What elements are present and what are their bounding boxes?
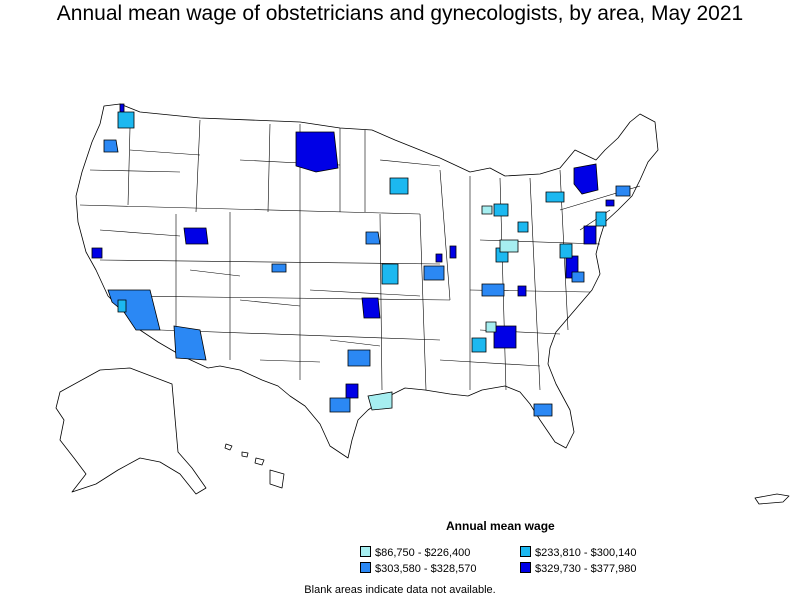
legend-item-1: $86,750 - $226,400 [360,546,470,559]
area-kentucky-tennessee [481,283,505,297]
area-missouri [423,265,445,281]
legend-item-3: $303,580 - $328,570 [360,562,477,575]
puerto-rico-outline [754,493,790,505]
area-kentucky [499,239,519,253]
legend-swatch-3 [360,562,371,573]
area-pennsylvania [545,191,565,203]
area-kansas [381,263,399,285]
area-new-york-city [595,211,607,227]
area-arizona [173,325,207,361]
legend-label-4: $329,730 - $377,980 [535,563,637,575]
area-alabama [471,337,487,353]
legend-label-2: $233,810 - $300,140 [535,547,637,559]
legend-label-1: $86,750 - $226,400 [375,547,471,559]
area-oregon-coast [119,103,125,113]
area-new-jersey [583,225,597,245]
area-wyoming-utah [183,227,209,245]
area-borders [79,119,641,391]
continental-us-outline [75,103,659,459]
area-indiana [435,253,443,263]
area-california-north [91,247,103,259]
alaska-outline [55,367,207,495]
area-oregon [103,139,119,153]
area-minnesota [389,177,409,195]
hawaii-island-3 [254,457,265,466]
area-iowa [365,231,381,245]
area-gulf-coast-texas [367,391,393,411]
legend-title: Annual mean wage [446,519,555,533]
area-california-coast [117,299,127,313]
legend-swatch-2 [520,546,531,557]
area-massachusetts [605,199,615,207]
area-illinois [449,245,457,259]
area-ohio [517,221,529,233]
area-texas-south [329,397,351,413]
footnote: Blank areas indicate data not available. [304,584,496,596]
area-south-carolina [517,285,527,297]
legend-swatch-1 [360,546,371,557]
area-virginia [571,271,585,283]
map-title: Annual mean wage of obstetricians and gy… [56,2,744,25]
area-west-virginia [559,243,573,259]
area-north-dakota-east [295,131,339,173]
area-arkansas [361,297,381,319]
area-washington [117,111,135,129]
area-georgia [493,325,517,349]
hawaii-island-4 [269,469,285,489]
hawaii-island-2 [241,451,249,458]
area-oklahoma-texas [347,349,371,367]
area-colorado [271,263,287,273]
legend-swatch-4 [520,562,531,573]
legend-item-4: $329,730 - $377,980 [520,562,637,575]
hawaii-island-1 [224,443,233,451]
area-tennessee [485,321,497,333]
area-new-england [615,185,631,197]
area-michigan [493,203,509,217]
area-texas-east [345,383,359,399]
legend-item-2: $233,810 - $300,140 [520,546,637,559]
area-upstate-new-york [573,163,599,195]
legend-label-3: $303,580 - $328,570 [375,563,477,575]
area-florida [533,403,553,417]
area-wisconsin [481,205,493,215]
